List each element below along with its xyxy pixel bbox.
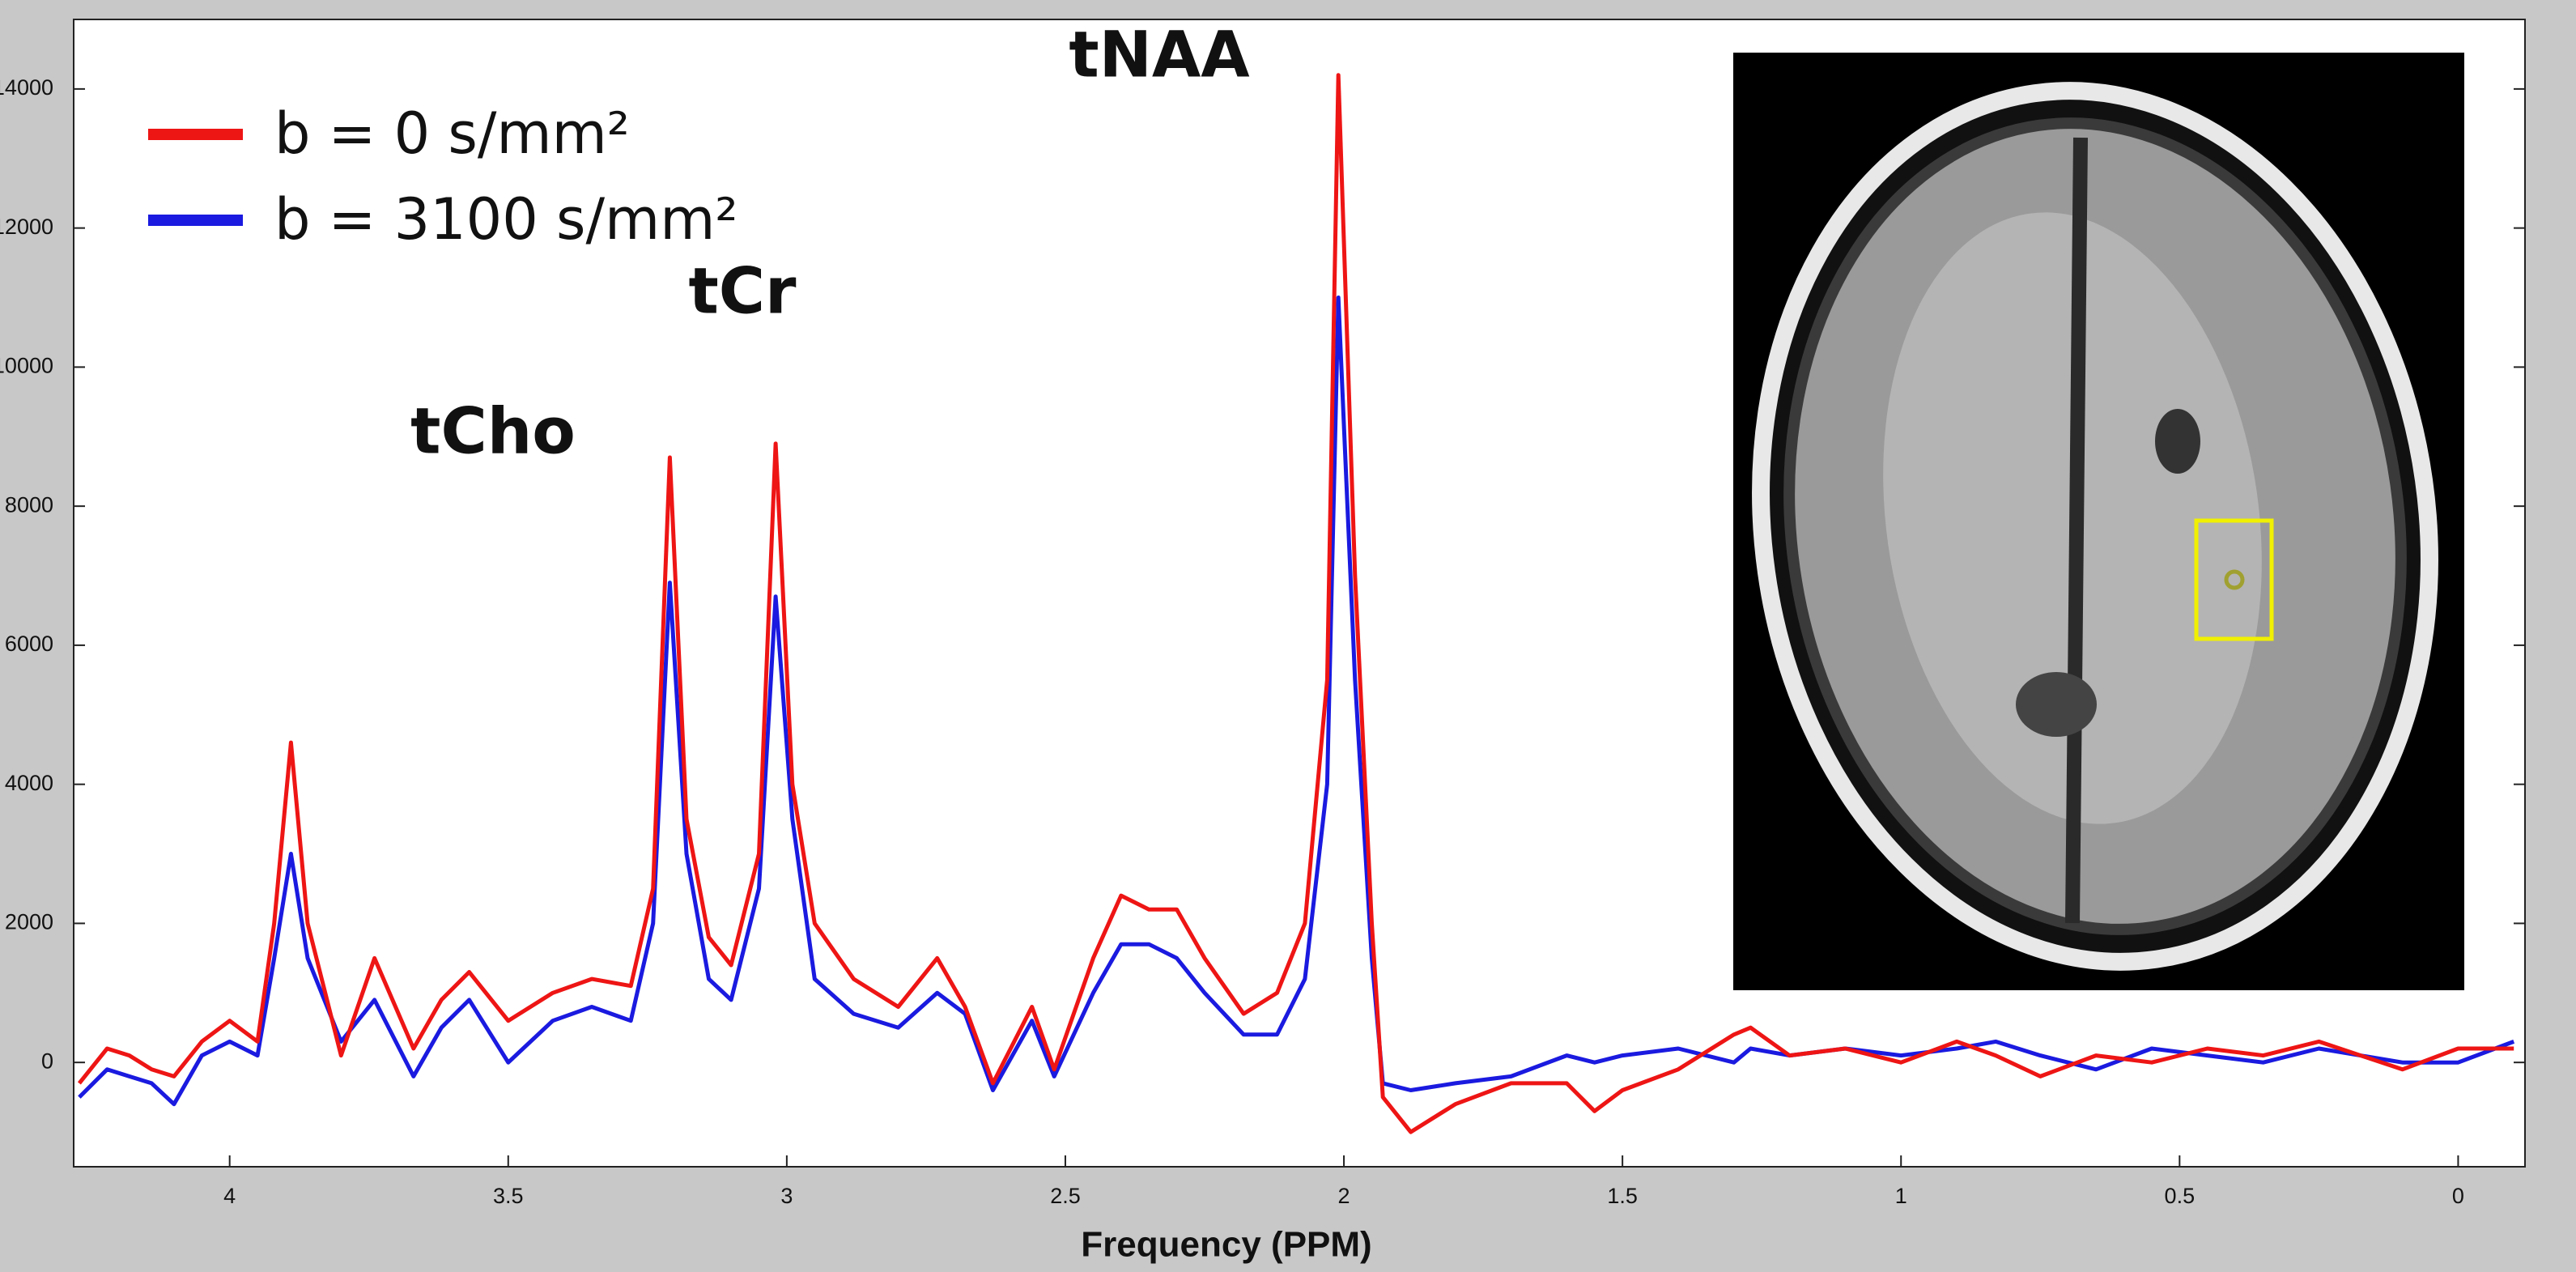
y-tick-label: 6000 — [5, 632, 53, 656]
x-tick-label: 0.5 — [2165, 1184, 2196, 1208]
y-tick-label: 4000 — [5, 771, 53, 795]
x-tick-label: 1.5 — [1607, 1184, 1638, 1208]
y-tick-label: 2000 — [5, 910, 53, 934]
x-tick-label: 3 — [780, 1184, 793, 1208]
series-line — [77, 73, 2514, 1134]
y-tick-label: 12000 — [0, 215, 53, 239]
y-tick-label: 14000 — [0, 75, 53, 100]
legend-label: b = 3100 s/mm² — [274, 186, 738, 253]
ventricle — [2016, 672, 2097, 737]
y-tick-label: 0 — [41, 1049, 53, 1073]
x-axis-label: Frequency (PPM) — [1081, 1225, 1371, 1265]
y-tick-label: 10000 — [0, 354, 53, 378]
x-tick-label: 2.5 — [1050, 1184, 1081, 1208]
x-tick-label: 3.5 — [493, 1184, 524, 1208]
legend-label: b = 0 s/mm² — [274, 100, 630, 167]
x-tick-label: 1 — [1895, 1184, 1907, 1208]
peak-annotation: tCr — [689, 255, 797, 328]
voxel-box — [2194, 518, 2274, 641]
x-tick-label: 2 — [1338, 1184, 1350, 1208]
ventricle — [2155, 409, 2200, 474]
y-tick-label: 8000 — [5, 492, 53, 517]
midline — [2065, 137, 2088, 924]
x-tick-label: 4 — [223, 1184, 236, 1208]
mri-inset — [1733, 53, 2464, 990]
peak-annotation: tNAA — [1069, 19, 1249, 91]
x-tick-label: 0 — [2452, 1184, 2464, 1208]
voxel-center — [2224, 569, 2245, 590]
peak-annotation: tCho — [410, 395, 576, 468]
